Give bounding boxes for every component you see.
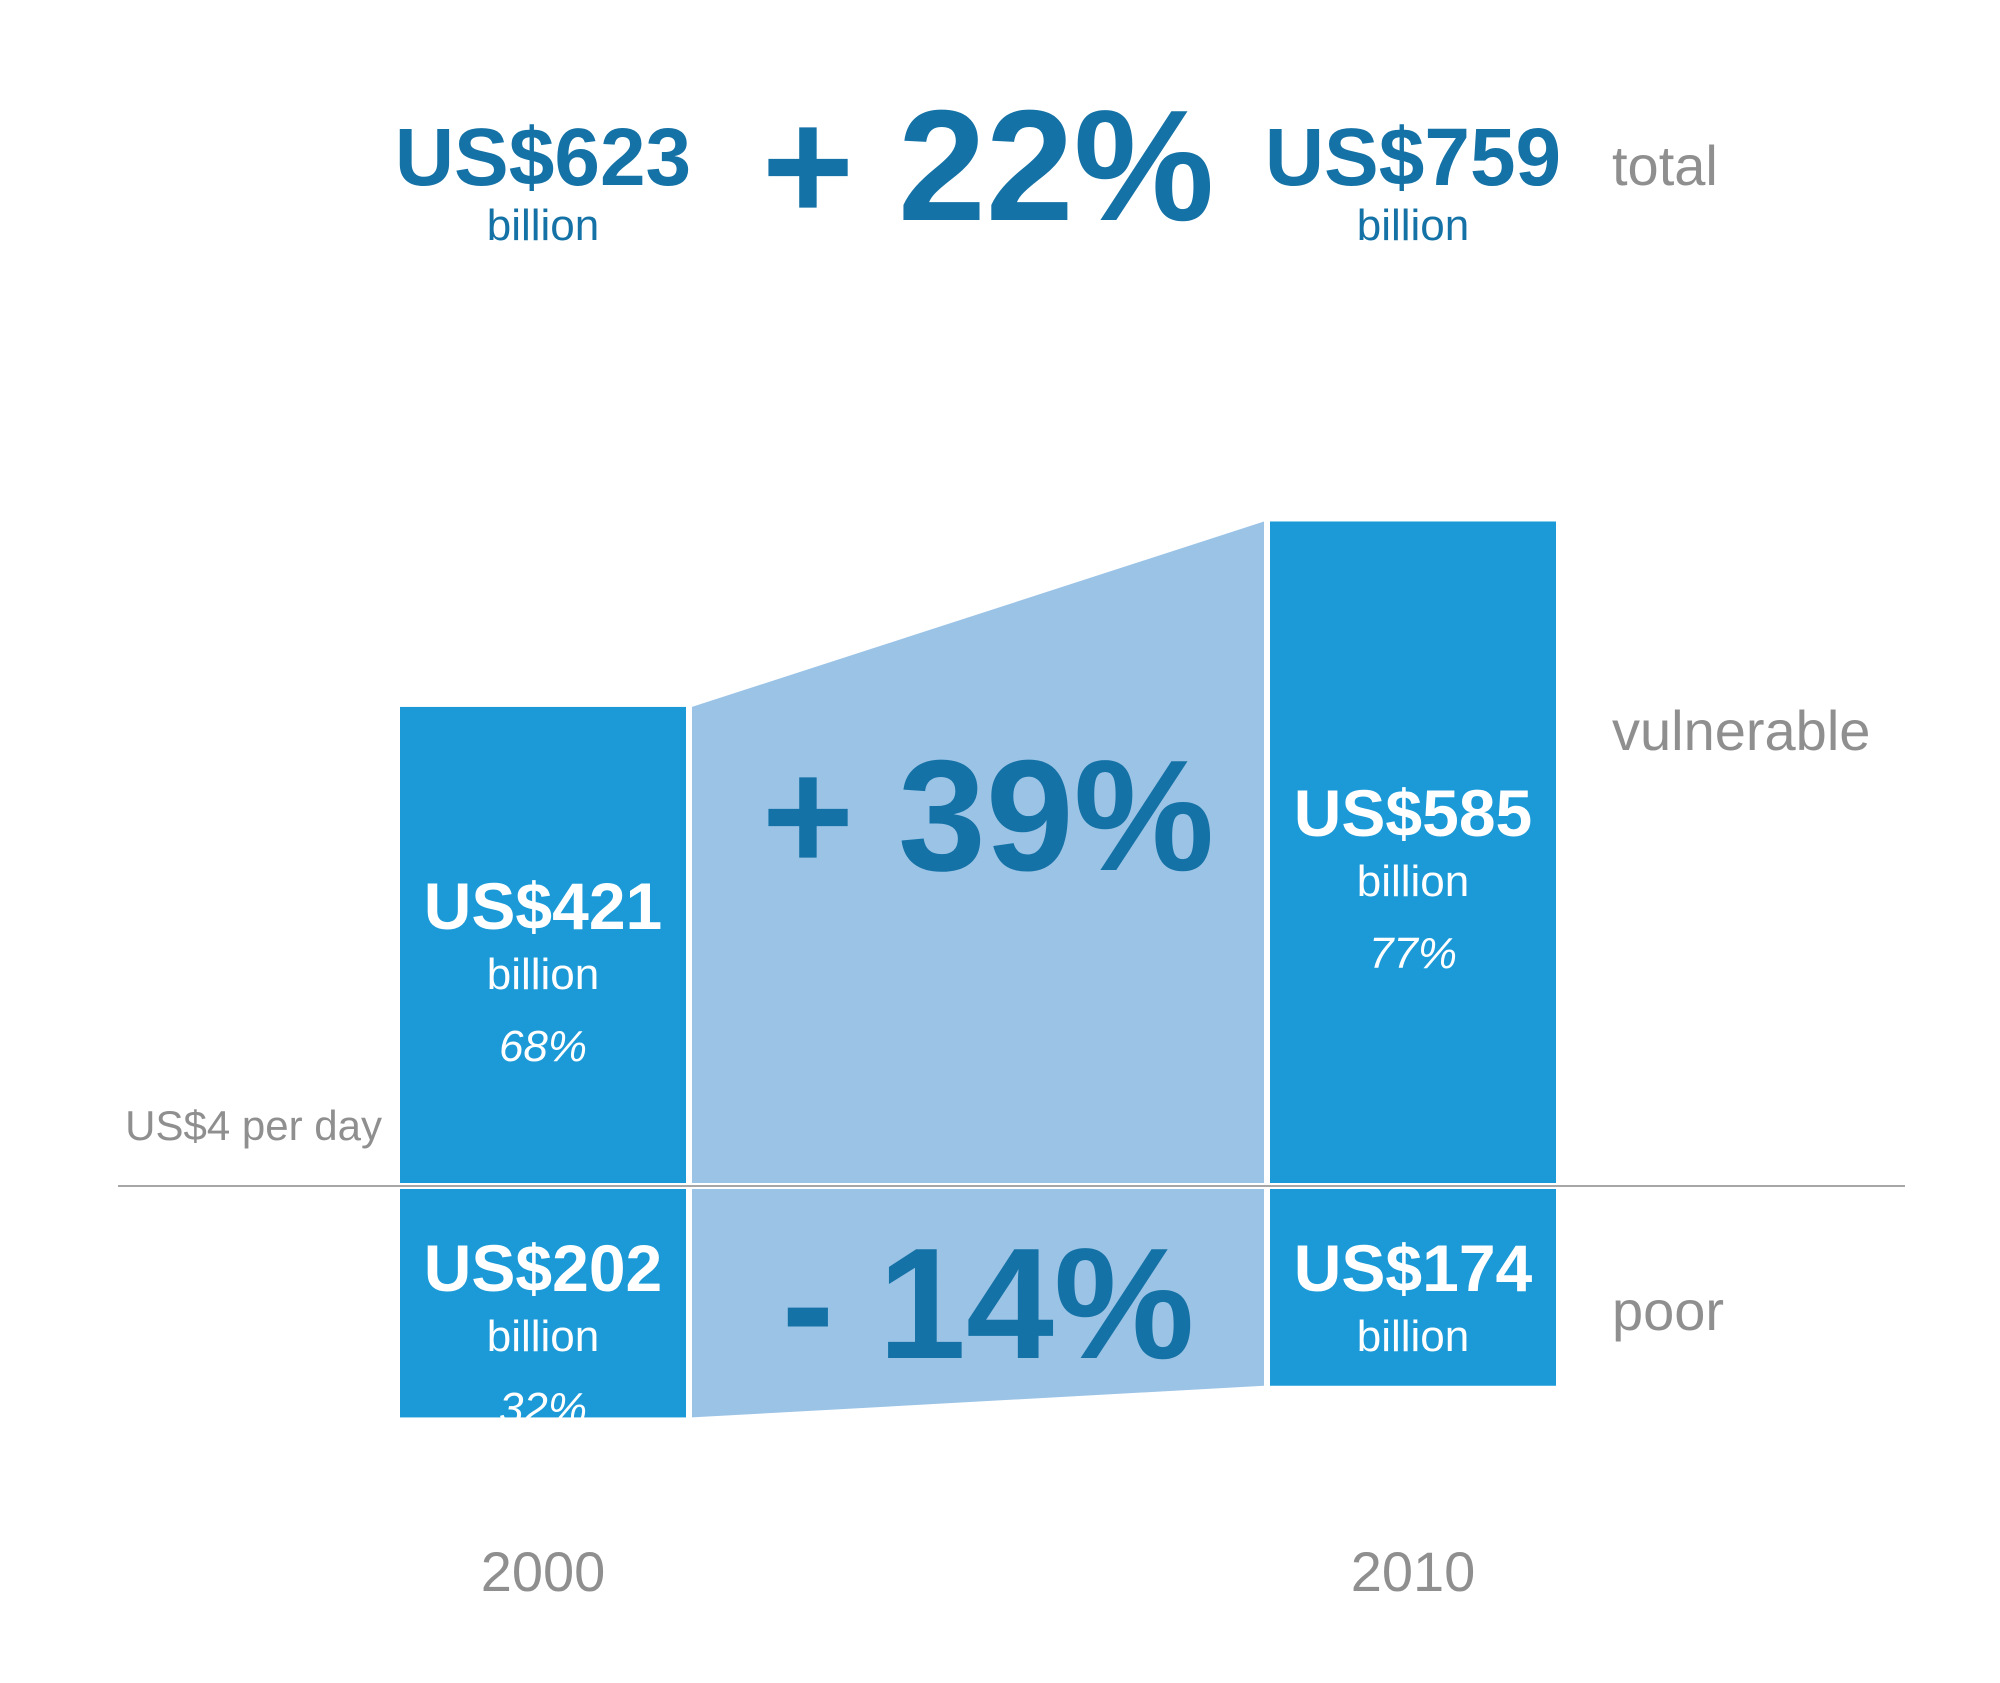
series-label-poor: poor [1612,1279,1724,1342]
share-label-poor-2010: 23% [1368,1384,1457,1433]
unit-label-poor-2010: billion [1357,1312,1470,1361]
series-label-total: total [1612,134,1718,197]
bar-vulnerable-2010 [1270,521,1556,1183]
category-label-2010: 2010 [1351,1540,1476,1603]
total-label-2000: US$623 [395,112,691,203]
change-poor: - 14% [782,1216,1195,1392]
labels: US$4 per day US$421 billion 68% US$202 billio… [125,78,1870,1603]
unit-label-poor-2000: billion [487,1312,600,1361]
series-label-vulnerable: vulnerable [1612,699,1870,762]
total-unit-label-2010: billion [1357,201,1470,250]
category-label-2000: 2000 [481,1540,606,1603]
total-unit-label-2000: billion [487,201,600,250]
share-label-vulnerable-2000: 68% [499,1022,587,1071]
bar-poor-2000 [400,1189,686,1418]
bars [400,521,1556,1418]
threshold-label: US$4 per day [125,1102,382,1149]
value-label-vulnerable-2000: US$421 [424,869,663,943]
share-label-poor-2000: 32% [499,1384,587,1433]
change-total: + 22% [762,78,1214,254]
share-label-vulnerable-2010: 77% [1369,929,1457,978]
connector-vulnerable [692,521,1264,1183]
bar-poor-2010 [1270,1189,1556,1386]
value-label-poor-2010: US$174 [1294,1231,1533,1305]
bar-vulnerable-2000 [400,706,686,1183]
value-label-poor-2000: US$202 [424,1231,663,1305]
total-label-2010: US$759 [1265,112,1561,203]
unit-label-vulnerable-2000: billion [487,950,600,999]
connector-poor [692,1189,1264,1418]
change-vulnerable: + 39% [762,728,1214,904]
connector-bands [692,521,1264,1418]
value-label-vulnerable-2010: US$585 [1294,776,1533,850]
unit-label-vulnerable-2010: billion [1357,857,1470,906]
